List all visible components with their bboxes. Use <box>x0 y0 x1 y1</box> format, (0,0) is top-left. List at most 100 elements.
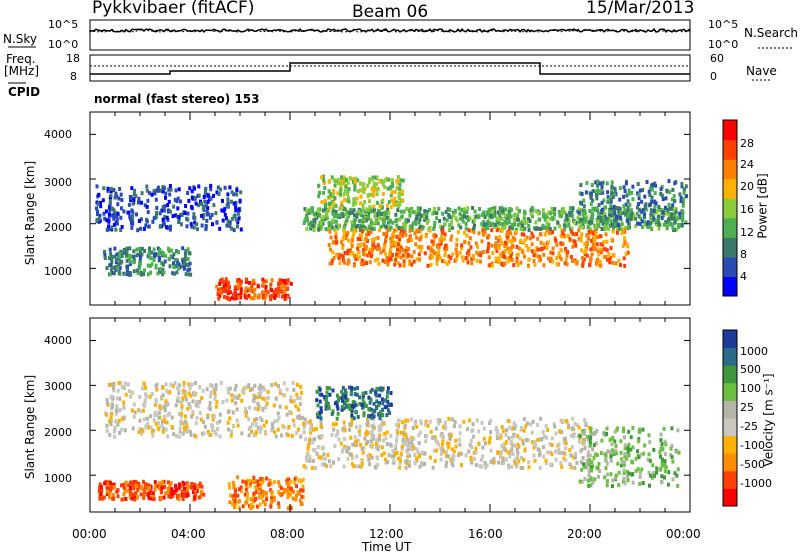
heat-cell-2 <box>581 261 585 266</box>
heat-cell-0 <box>319 424 323 428</box>
heat-cell-0 <box>546 428 550 432</box>
heat-cell-5 <box>369 397 373 402</box>
heat-cell-1 <box>188 405 192 410</box>
heat-cell-5 <box>389 403 393 407</box>
heat-cell-6 <box>652 217 656 222</box>
heat-cell-3 <box>247 293 251 298</box>
heat-cell-0 <box>538 452 541 457</box>
heat-cell-0 <box>482 426 486 431</box>
heat-cell-1 <box>460 207 464 212</box>
heat-cell-6 <box>626 213 630 218</box>
heat-cell-1 <box>248 405 252 410</box>
heat-cell-1 <box>177 388 181 393</box>
heat-cell-2 <box>418 257 422 262</box>
heat-cell-5 <box>353 392 357 397</box>
heat-cell-5 <box>372 181 376 186</box>
heat-cell-5 <box>370 177 374 182</box>
heat-cell-0 <box>422 461 426 466</box>
heat-cell-5 <box>370 387 374 392</box>
heat-cell-2 <box>533 249 537 254</box>
heat-cell-5 <box>340 396 344 401</box>
heat-cell-1 <box>212 415 216 419</box>
heat-cell-1 <box>176 386 180 391</box>
heat-cell-0 <box>322 452 326 457</box>
heat-cell-0 <box>425 434 429 439</box>
heat-cell-0 <box>399 430 403 435</box>
heat-cell-4 <box>661 446 665 451</box>
heat-cell-2 <box>415 257 419 262</box>
heat-cell-0 <box>174 188 178 193</box>
heat-cell-3 <box>120 483 123 488</box>
heat-cell-2 <box>527 257 531 262</box>
heat-cell-1 <box>342 225 346 230</box>
heat-cell-1 <box>413 219 417 224</box>
heat-cell-1 <box>264 405 268 410</box>
heat-cell-6 <box>598 190 602 194</box>
heat-cell-0 <box>209 187 213 192</box>
heat-cell-3 <box>277 293 281 298</box>
heat-cell-0 <box>145 184 149 189</box>
heat-cell-2 <box>510 257 514 262</box>
heat-cell-5 <box>332 201 336 206</box>
heat-cell-0 <box>503 447 507 451</box>
heat-cell-0 <box>102 186 106 191</box>
heat-cell-5 <box>334 203 338 208</box>
heat-cell-0 <box>212 193 215 198</box>
heat-cell-0 <box>120 225 124 229</box>
heat-cell-1 <box>341 214 345 219</box>
heat-cell-0 <box>105 218 109 223</box>
heat-cell-0 <box>112 216 116 221</box>
heat-cell-0 <box>205 218 209 223</box>
heat-cell-0 <box>536 437 540 442</box>
heat-cell-4 <box>186 263 190 267</box>
heat-cell-1 <box>522 219 526 224</box>
heat-cell-1 <box>648 223 652 228</box>
heat-cell-2 <box>467 228 471 233</box>
heat-cell-0 <box>168 192 172 197</box>
heat-cell-1 <box>365 211 369 216</box>
heat-cell-1 <box>352 208 356 213</box>
heat-cell-4 <box>143 249 147 253</box>
heat-cell-3 <box>217 296 221 301</box>
heat-cell-0 <box>458 431 462 436</box>
heat-cell-4 <box>622 471 626 476</box>
heat-cell-2 <box>444 246 448 251</box>
heat-cell-0 <box>226 219 230 224</box>
heat-cell-4 <box>610 448 614 453</box>
heat-cell-1 <box>162 426 166 431</box>
heat-cell-0 <box>376 456 380 461</box>
heat-cell-1 <box>164 399 168 404</box>
heat-cell-2 <box>590 252 594 257</box>
heat-cell-2 <box>598 247 602 252</box>
heat-cell-6 <box>650 199 654 204</box>
heat-cell-0 <box>460 451 464 456</box>
heat-cell-6 <box>636 205 639 210</box>
heat-cell-1 <box>107 382 111 387</box>
heat-cell-0 <box>158 211 162 216</box>
heat-cell-1 <box>483 215 487 219</box>
heat-cell-5 <box>386 390 390 395</box>
heat-cell-6 <box>622 185 626 190</box>
heat-cell-2 <box>466 260 470 265</box>
heat-cell-1 <box>191 409 195 414</box>
heat-cell-1 <box>244 413 248 418</box>
heat-cell-1 <box>110 402 114 407</box>
heat-cell-1 <box>229 429 233 434</box>
heat-cell-2 <box>439 241 443 246</box>
heat-cell-1 <box>376 212 380 216</box>
heat-cell-6 <box>613 211 617 216</box>
heat-cell-2 <box>278 483 282 488</box>
heat-cell-0 <box>308 419 312 424</box>
heat-cell-0 <box>424 439 428 444</box>
heat-cell-5 <box>368 400 372 405</box>
heat-cell-3 <box>136 495 139 500</box>
velocity-cbar-label: Velocity [m s⁻¹] <box>761 373 776 467</box>
heat-cell-3 <box>230 295 234 300</box>
heat-cell-0 <box>156 188 160 193</box>
heat-cell-1 <box>544 214 548 219</box>
heat-cell-6 <box>589 202 593 206</box>
heat-cell-0 <box>497 460 501 465</box>
heat-cell-4 <box>659 432 663 437</box>
heat-cell-0 <box>404 418 408 423</box>
heat-cell-2 <box>428 255 432 260</box>
